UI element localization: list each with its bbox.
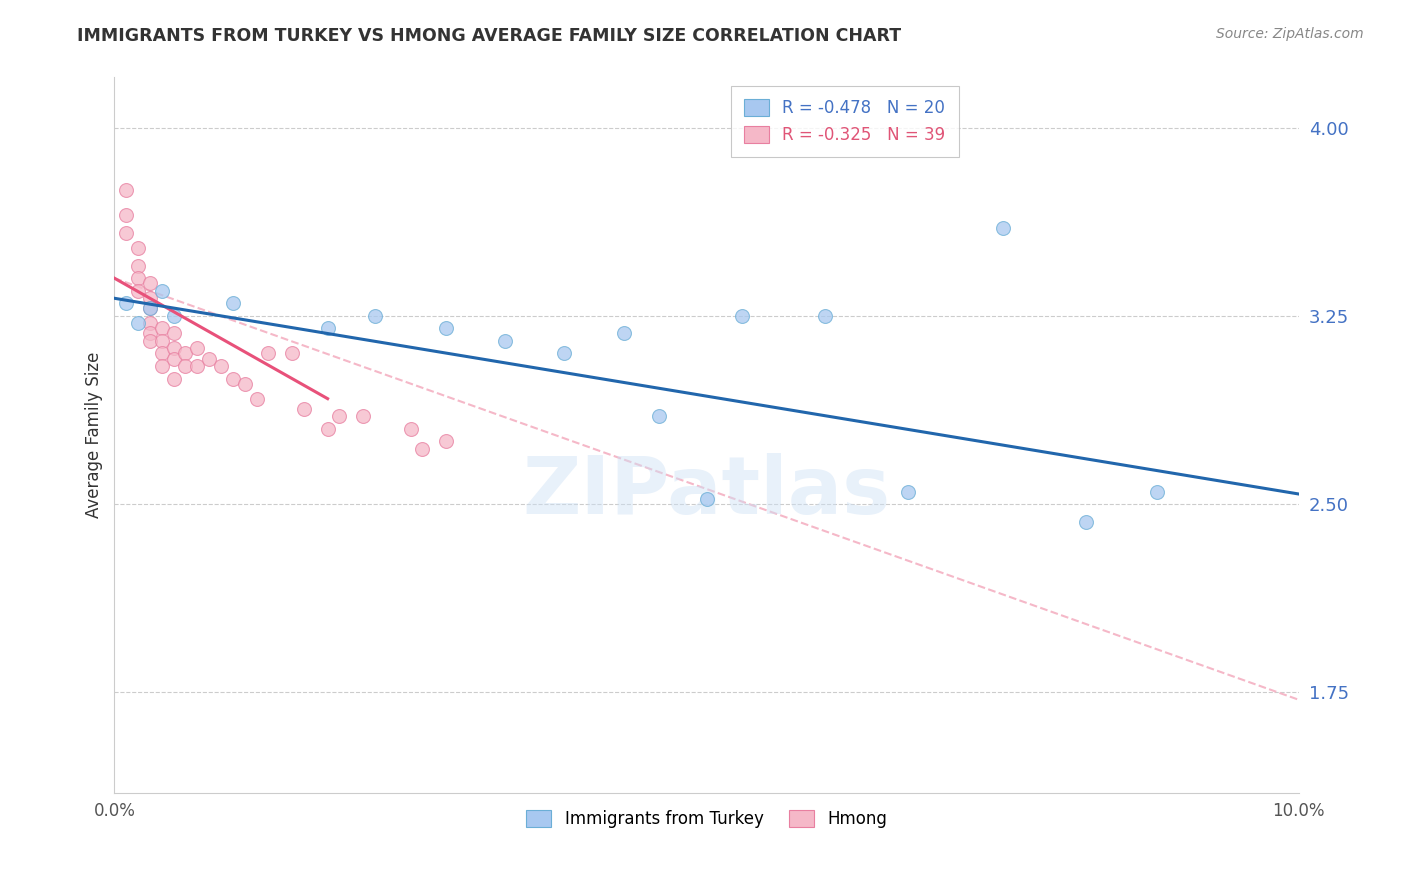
Point (209, 359, 232, 373)
Point (150, 359, 173, 373)
Point (648, 409, 671, 424)
Point (162, 342, 184, 356)
Point (281, 346, 304, 360)
Point (139, 301, 162, 316)
Point (186, 359, 208, 373)
Point (139, 277, 162, 291)
Point (174, 359, 197, 373)
Point (222, 371, 245, 385)
Point (328, 409, 350, 424)
Point (292, 401, 315, 416)
Point (127, 271, 149, 285)
Point (411, 442, 433, 456)
Point (352, 409, 374, 424)
Legend: Immigrants from Turkey, Hmong: Immigrants from Turkey, Hmong (520, 803, 893, 834)
Point (115, 209, 138, 223)
Point (316, 321, 339, 335)
Point (494, 334, 516, 348)
Point (434, 321, 457, 335)
Point (139, 291, 162, 305)
Point (233, 376, 256, 391)
Point (139, 301, 162, 316)
Point (150, 346, 173, 360)
Point (198, 351, 221, 366)
Point (127, 259, 149, 273)
Point (434, 434, 457, 449)
Point (139, 334, 162, 348)
Point (127, 284, 149, 298)
Point (115, 183, 138, 197)
Point (364, 309, 387, 323)
Point (162, 351, 184, 366)
Y-axis label: Average Family Size: Average Family Size (86, 351, 103, 518)
Point (127, 241, 149, 255)
Point (897, 484, 920, 499)
Point (991, 221, 1014, 235)
Point (139, 326, 162, 341)
Point (150, 321, 173, 335)
Point (162, 326, 184, 341)
Point (222, 296, 245, 310)
Text: Source: ZipAtlas.com: Source: ZipAtlas.com (1216, 27, 1364, 41)
Text: IMMIGRANTS FROM TURKEY VS HMONG AVERAGE FAMILY SIZE CORRELATION CHART: IMMIGRANTS FROM TURKEY VS HMONG AVERAGE … (77, 27, 901, 45)
Text: ZIPatlas: ZIPatlas (523, 453, 891, 532)
Point (150, 284, 173, 298)
Point (174, 346, 197, 360)
Point (245, 392, 267, 406)
Point (1074, 515, 1097, 529)
Point (316, 422, 339, 436)
Point (696, 491, 718, 506)
Point (257, 346, 280, 360)
Point (731, 309, 754, 323)
Point (127, 317, 149, 331)
Point (162, 309, 184, 323)
Point (139, 317, 162, 331)
Point (115, 226, 138, 240)
Point (162, 371, 184, 385)
Point (399, 422, 422, 436)
Point (150, 334, 173, 348)
Point (553, 346, 575, 360)
Point (186, 342, 208, 356)
Point (613, 326, 636, 341)
Point (115, 296, 138, 310)
Point (814, 309, 837, 323)
Point (1146, 484, 1168, 499)
